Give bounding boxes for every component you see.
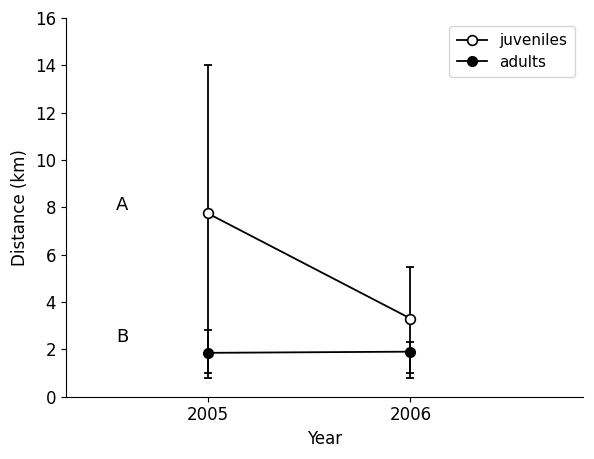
juveniles	[407, 316, 414, 321]
Line: adults: adults	[203, 347, 415, 358]
Text: A: A	[116, 196, 129, 214]
Text: B: B	[116, 329, 128, 347]
adults	[407, 349, 414, 354]
juveniles	[204, 211, 211, 216]
Y-axis label: Distance (km): Distance (km)	[11, 149, 29, 266]
adults	[204, 350, 211, 356]
Legend: juveniles, adults: juveniles, adults	[449, 26, 575, 77]
X-axis label: Year: Year	[307, 430, 342, 448]
Line: juveniles: juveniles	[203, 208, 415, 324]
